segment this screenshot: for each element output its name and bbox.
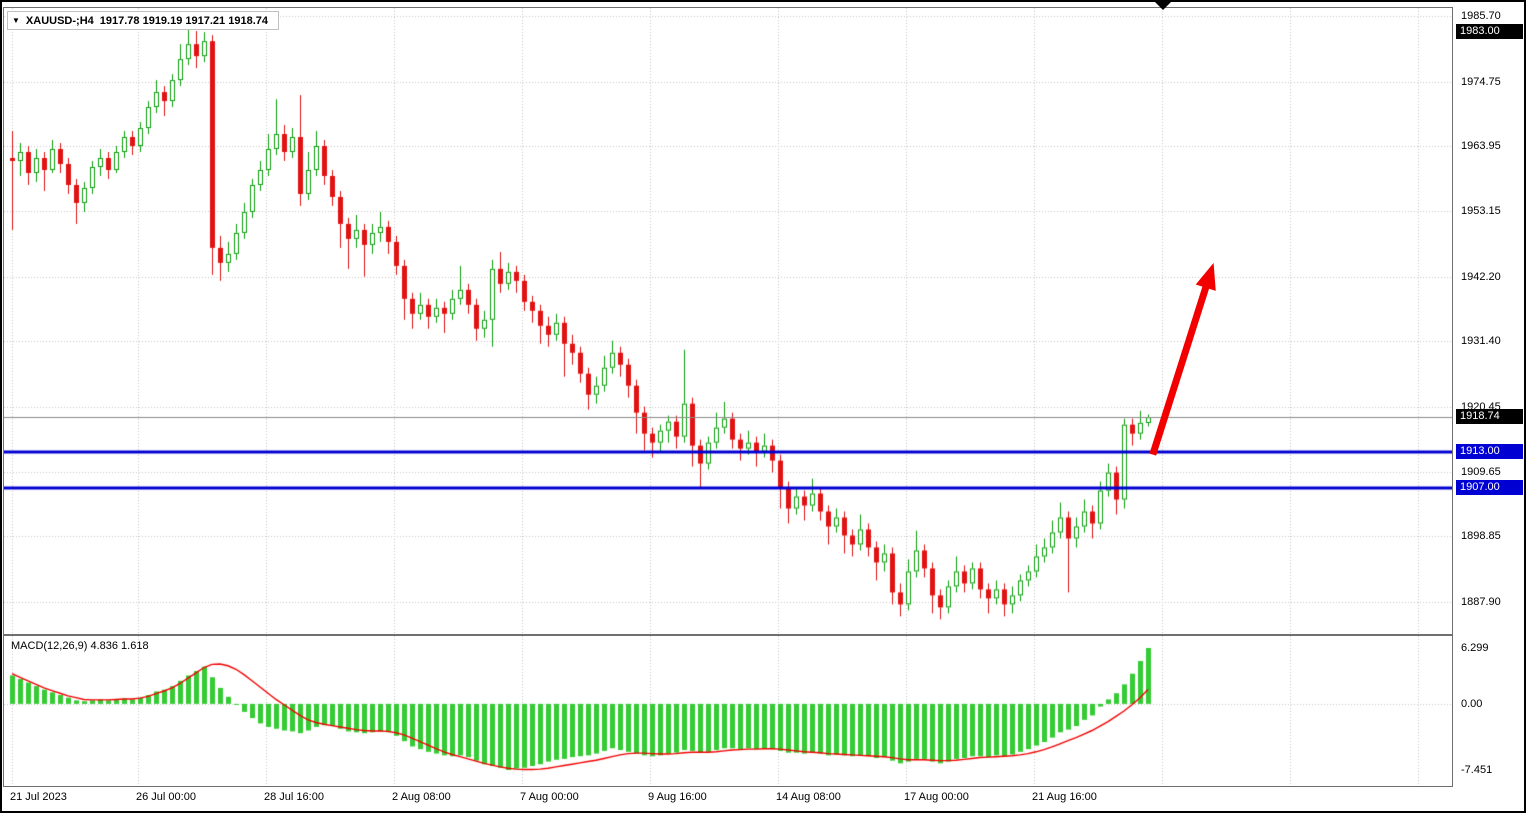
ohlc-values: 1917.78 1919.19 1917.21 1918.74 xyxy=(99,14,268,27)
price-axis[interactable]: 1985.70 1974.75 1963.95 1953.15 1942.20 1931.… xyxy=(1453,2,1524,811)
macd-indicator-label: MACD(12,26,9) 4.836 1.618 xyxy=(11,640,149,652)
time-axis-label: 21 Aug 16:00 xyxy=(1032,791,1097,803)
price-axis-label: 1931.40 xyxy=(1461,335,1501,348)
price-axis-label: 1953.15 xyxy=(1461,205,1501,218)
symbol-timeframe-label: XAUUSD-;H4 xyxy=(25,14,94,27)
time-axis[interactable]: 21 Jul 2023 26 Jul 00:00 28 Jul 16:00 2 Aug… xyxy=(2,788,1453,810)
time-axis-label: 2 Aug 08:00 xyxy=(392,791,451,803)
bid-price-badge: 1918.74 xyxy=(1456,409,1523,425)
time-axis-label: 21 Jul 2023 xyxy=(10,791,67,803)
time-axis-label: 14 Aug 08:00 xyxy=(776,791,841,803)
macd-axis-label: 0.00 xyxy=(1461,697,1483,710)
price-marker-badge: 1983.00 xyxy=(1456,24,1523,40)
price-axis-label: 1898.85 xyxy=(1461,530,1501,543)
price-axis-label: 1985.70 xyxy=(1461,10,1501,22)
price-axis-label: 1942.20 xyxy=(1461,270,1501,283)
time-axis-label: 9 Aug 16:00 xyxy=(648,791,707,803)
level-price-badge: 1907.00 xyxy=(1456,479,1523,495)
price-axis-label: 1909.65 xyxy=(1461,465,1501,478)
price-pane[interactable]: ▼ XAUUSD-;H4 1917.78 1919.19 1917.21 191… xyxy=(3,7,1453,635)
price-chart-canvas[interactable] xyxy=(4,8,1452,634)
macd-canvas[interactable] xyxy=(4,636,1452,786)
chart-shift-marker[interactable] xyxy=(1155,2,1171,10)
symbol-dropdown-icon[interactable]: ▼ xyxy=(12,15,20,25)
price-axis-label: 1887.90 xyxy=(1461,596,1501,608)
macd-axis-label: 6.299 xyxy=(1461,642,1489,654)
price-axis-label: 1974.75 xyxy=(1461,75,1501,88)
time-axis-label: 17 Aug 00:00 xyxy=(904,791,969,803)
macd-pane[interactable]: MACD(12,26,9) 4.836 1.618 xyxy=(3,635,1453,787)
macd-axis-label: -7.451 xyxy=(1461,764,1493,776)
time-axis-label: 7 Aug 00:00 xyxy=(520,791,579,803)
price-axis-label: 1963.95 xyxy=(1461,140,1501,153)
time-axis-label: 26 Jul 00:00 xyxy=(136,791,196,803)
chart-info-bar: ▼ XAUUSD-;H4 1917.78 1919.19 1917.21 191… xyxy=(7,11,279,30)
time-axis-label: 28 Jul 16:00 xyxy=(264,791,324,803)
level-price-badge: 1913.00 xyxy=(1456,443,1523,459)
